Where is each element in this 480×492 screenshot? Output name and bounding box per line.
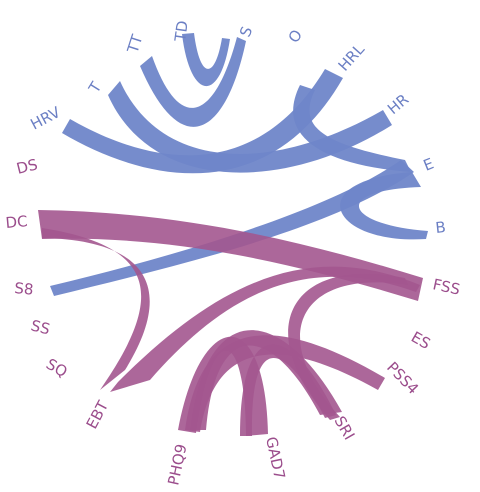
purple-labels: DS DC S8 FSS SS ES SQ PSS4 EBT SRI PHQ9 … xyxy=(5,155,462,487)
label-e: E xyxy=(421,154,437,174)
chord-gad7-sri xyxy=(240,344,336,436)
label-fss: FSS xyxy=(431,275,462,298)
label-td: TD xyxy=(171,20,192,44)
label-ebt: EBT xyxy=(83,397,113,432)
label-sq: SQ xyxy=(43,355,70,381)
label-phq9: PHQ9 xyxy=(164,442,190,487)
chord-tt-s xyxy=(140,37,246,127)
label-dc: DC xyxy=(5,212,29,232)
chord-dc-fss xyxy=(38,210,423,301)
label-o: O xyxy=(285,26,307,46)
chord-phq9-sri xyxy=(190,330,342,430)
label-tt: TT xyxy=(123,32,146,56)
label-es: ES xyxy=(408,328,433,353)
purple-chords xyxy=(38,210,423,436)
chord-e-s8 xyxy=(50,160,414,296)
label-s8: S8 xyxy=(14,279,35,299)
label-hrv: HRV xyxy=(27,103,64,134)
label-hr: HR xyxy=(384,90,412,118)
label-b: B xyxy=(435,218,447,237)
chord-hrl-e xyxy=(293,85,411,172)
label-hrl: HRL xyxy=(335,40,369,75)
chord-hrv-hrl xyxy=(62,69,343,174)
blue-chords xyxy=(50,33,428,296)
label-ss: SS xyxy=(29,316,52,338)
label-s: S xyxy=(236,24,256,40)
chord-td-s xyxy=(182,33,230,87)
label-t: T xyxy=(85,78,106,97)
label-ds: DS xyxy=(15,155,40,178)
chord-phq9-pss4 xyxy=(185,335,385,432)
label-gad7: GAD7 xyxy=(262,435,289,481)
label-pss4: PSS4 xyxy=(383,358,422,398)
